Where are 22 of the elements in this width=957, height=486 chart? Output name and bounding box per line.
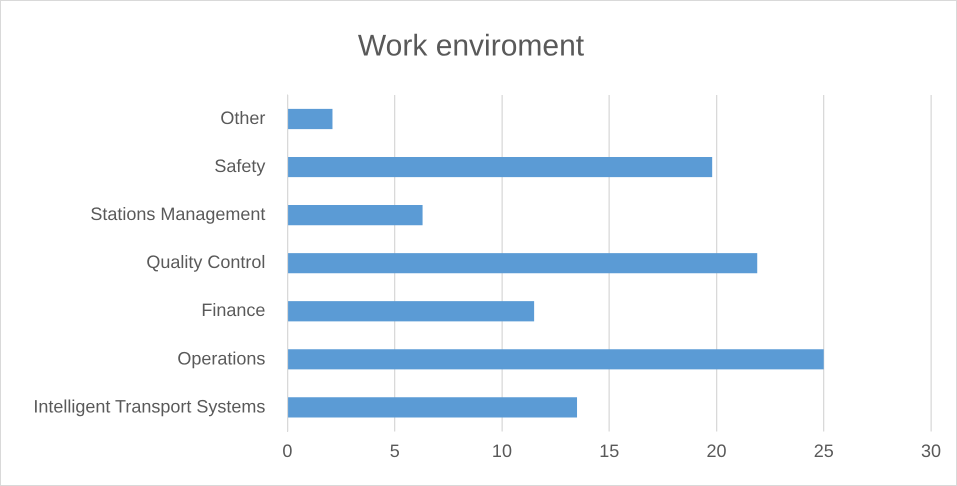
chart-title: Work enviroment <box>358 29 585 62</box>
y-tick-label: Operations <box>177 348 266 368</box>
x-tick-label: 0 <box>282 441 292 462</box>
bar <box>288 205 423 226</box>
bar <box>288 397 578 418</box>
y-tick-label: Stations Management <box>90 204 266 224</box>
x-tick-label: 30 <box>920 441 942 462</box>
y-tick-label: Other <box>220 108 266 128</box>
x-tick-label: 15 <box>599 441 620 462</box>
y-tick-label: Safety <box>214 156 266 176</box>
y-tick-label: Quality Control <box>146 252 266 272</box>
bar <box>288 156 712 178</box>
bar <box>288 301 534 322</box>
x-tick-label: 5 <box>390 441 400 462</box>
bar <box>288 349 824 370</box>
bar <box>288 253 758 274</box>
x-tick-label: 10 <box>492 441 512 462</box>
y-tick-label: Finance <box>201 300 266 320</box>
bar <box>288 108 332 130</box>
x-tick-label: 25 <box>814 441 834 462</box>
y-tick-label: Intelligent Transport Systems <box>33 396 266 416</box>
x-tick-label: 20 <box>706 441 726 462</box>
